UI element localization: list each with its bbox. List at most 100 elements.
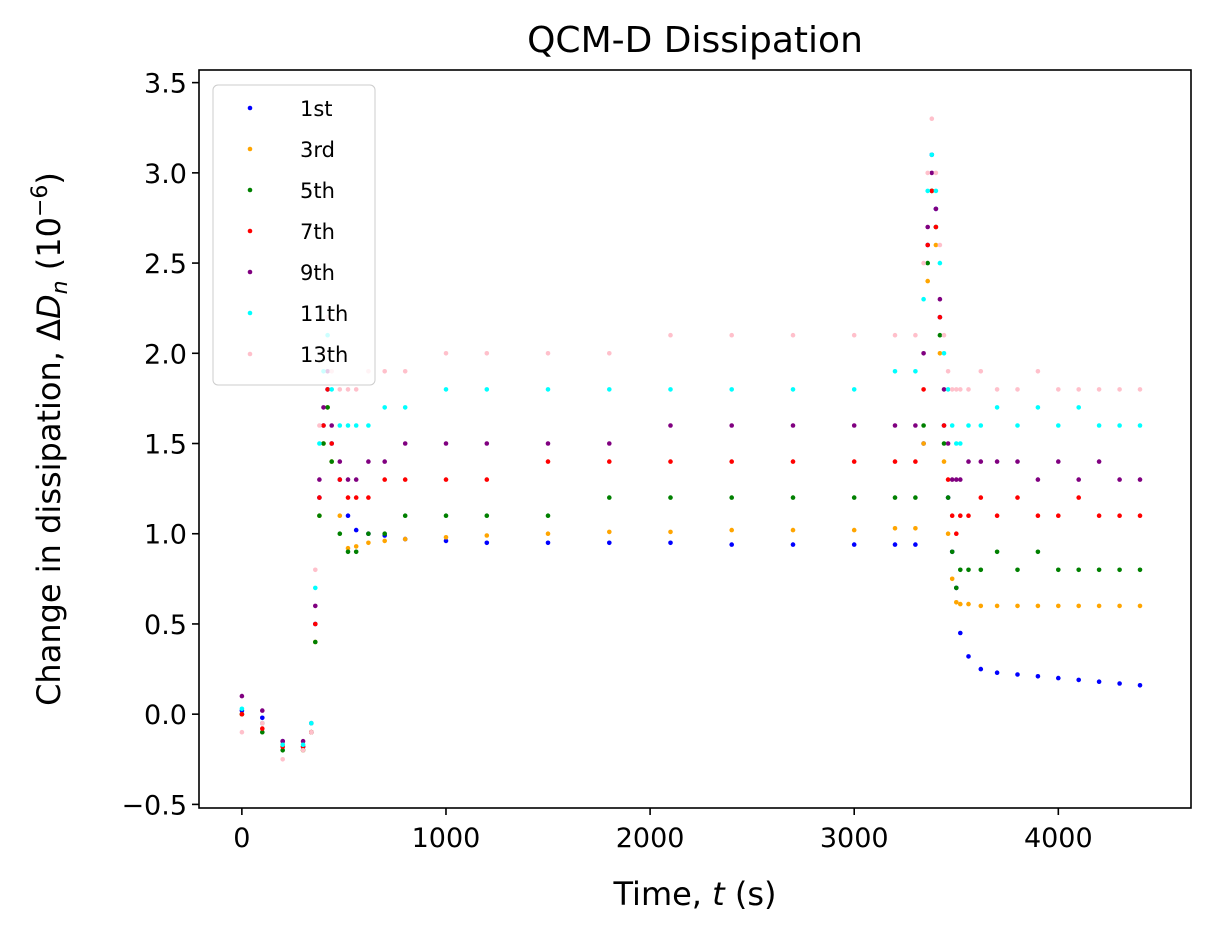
data-point [937,260,943,266]
data-point [607,495,612,500]
data-point [978,459,984,464]
data-point [1035,369,1041,374]
data-point [892,495,898,500]
data-point [921,296,926,302]
data-point [925,260,930,266]
data-point [921,423,926,428]
data-point [1015,423,1020,428]
legend-label: 5th [300,179,335,203]
x-tick-label: 0 [233,823,250,854]
data-point [1015,495,1020,500]
data-point [954,477,959,482]
y-tick-label: 3.0 [144,159,187,190]
data-point [337,477,343,482]
data-point [345,549,351,555]
data-point [300,742,306,748]
data-point [402,477,408,482]
legend-marker [247,351,253,357]
data-point [937,351,943,356]
y-tick-label: 1.5 [144,430,187,461]
data-point [1137,477,1143,482]
data-point [329,387,335,392]
data-point [729,459,734,464]
data-point [913,369,918,374]
data-point [668,423,673,428]
data-point [353,495,359,500]
data-point [994,459,1000,464]
y-axis-label-prefix: Change in dissipation, Δ [30,319,68,706]
data-point [607,459,612,464]
data-point [945,387,951,392]
data-point [790,495,796,500]
data-layer [239,116,1143,762]
data-point [607,540,612,546]
x-axis-ticks: 0 1000 2000 3000 4000 [233,808,1093,854]
data-point [545,540,551,546]
data-point [345,423,351,428]
data-point [607,351,612,356]
data-point [790,387,796,392]
data-point [949,576,955,582]
data-point [317,513,322,518]
data-point [313,585,318,591]
data-point [353,527,359,533]
data-point [1096,387,1102,392]
data-point [949,423,955,428]
legend: 1st 3rd 5th 7th 9th 11th 13th [212,84,376,386]
data-point [337,513,343,518]
data-point [921,351,926,356]
legend-label: 9th [300,261,335,285]
legend-marker [247,310,253,316]
data-point [402,405,408,410]
data-point [913,526,918,531]
data-point [933,242,939,248]
data-point [994,603,1000,609]
data-point [1117,477,1122,482]
data-point [958,567,963,573]
data-point [790,542,796,547]
data-point [1117,681,1122,686]
data-point [1076,477,1081,482]
data-point [929,188,935,194]
data-point [892,542,898,547]
legend-marker [247,269,253,275]
data-point [443,477,449,482]
data-point [958,387,963,392]
data-point [921,260,926,266]
data-point [443,351,449,356]
data-point [954,531,959,536]
data-point [353,544,359,549]
data-point [329,423,335,428]
data-point [933,224,939,230]
data-point [313,603,318,609]
data-point [280,748,286,753]
data-point [668,529,673,535]
y-tick-label: 2.0 [144,339,187,370]
data-point [1076,567,1081,573]
data-point [545,531,551,536]
data-point [1137,683,1143,688]
data-point [966,654,971,659]
data-point [300,738,306,744]
data-point [954,387,959,392]
data-point [966,459,971,464]
data-point [929,152,935,158]
data-point [851,459,857,464]
data-point [949,513,955,518]
data-point [321,405,326,410]
data-point [607,441,612,446]
data-point [949,477,955,482]
data-point [382,538,388,544]
data-point [958,630,963,636]
data-point [851,387,857,392]
data-point [382,405,388,410]
y-tick-label: 1.0 [144,520,187,551]
data-point [668,495,673,500]
data-point [1137,567,1143,573]
data-point [941,441,947,446]
data-point [353,477,359,482]
data-point [1035,513,1041,518]
data-point [729,527,734,533]
